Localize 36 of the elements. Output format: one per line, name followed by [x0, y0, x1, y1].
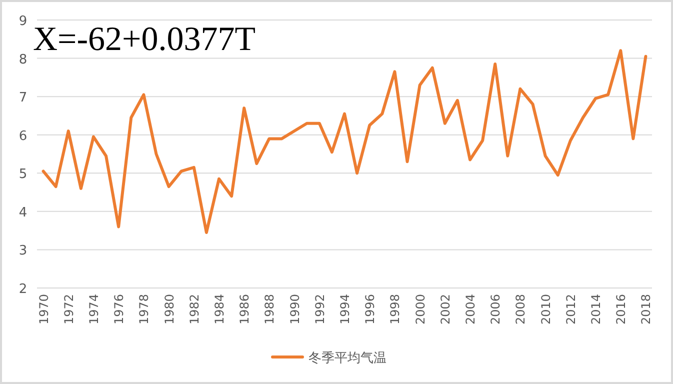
x-tick-label: 2016: [614, 294, 628, 325]
x-tick-label: 1998: [388, 294, 402, 325]
x-tick-label: 1988: [262, 294, 277, 325]
x-tick-label: 1982: [187, 294, 202, 325]
x-tick-label: 2004: [464, 294, 478, 325]
x-tick-label: 1970: [36, 294, 51, 325]
x-tick-label: 1976: [112, 294, 126, 325]
y-tick-label: 4: [18, 205, 28, 220]
x-tick-label: 1990: [288, 294, 302, 325]
line-series: [42, 49, 648, 234]
x-tick-label: 1992: [312, 294, 327, 325]
annotation: X=-62+0.0377T: [33, 21, 256, 58]
x-tick-label: 1972: [62, 294, 76, 325]
x-tick-label: 1986: [238, 294, 252, 325]
x-tick-label: 2008: [514, 294, 528, 325]
x-tick-label: 2010: [538, 294, 553, 325]
x-tick-label: 1980: [162, 294, 176, 325]
x-tick-label: 2006: [488, 294, 503, 325]
x-tick-label: 2018: [639, 294, 654, 325]
y-tick-label: 8: [18, 52, 28, 68]
y-tick-label: 6: [18, 128, 28, 144]
x-tick-label: 2002: [438, 294, 452, 325]
y-tick-label: 7: [18, 90, 28, 106]
y-tick-label: 2: [18, 282, 28, 297]
x-tick-label: 2000: [413, 294, 428, 325]
x-tick-label: 2012: [564, 294, 578, 325]
y-tick-label: 9: [18, 14, 28, 29]
y-tick-label: 3: [18, 244, 28, 259]
x-tick-label: 1974: [86, 294, 101, 325]
x-tick-label: 1994: [338, 294, 352, 325]
x-tick-label: 1978: [137, 294, 152, 325]
x-tick-label: 1996: [363, 294, 378, 325]
x-tick-label: 1984: [212, 294, 226, 325]
x-tick-label: 2014: [589, 294, 604, 325]
y-tick-label: 5: [18, 167, 28, 182]
legend-label: 冬季平均气温: [308, 351, 386, 366]
